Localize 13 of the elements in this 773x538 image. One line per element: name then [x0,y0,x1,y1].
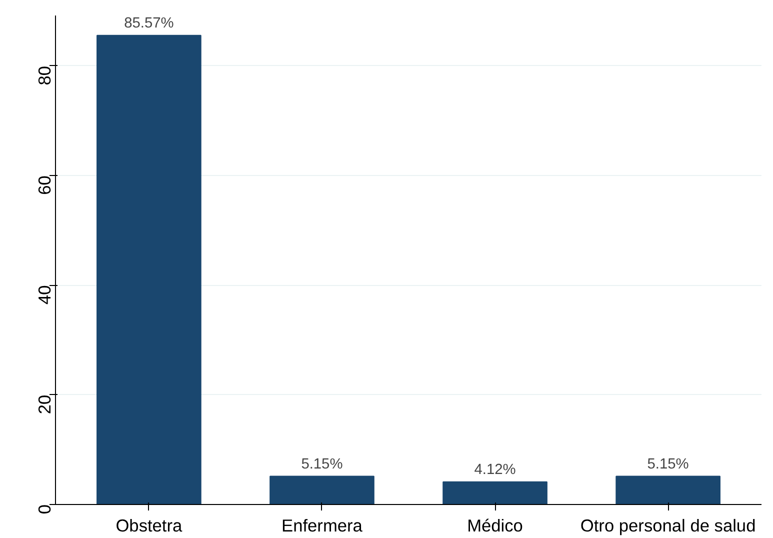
y-tick-label: 40 [34,285,54,304]
data-label: 4.12% [474,462,516,478]
y-tick-label: 20 [34,394,54,414]
x-tick-label: Obstetra [116,516,183,536]
data-label: 5.15% [647,456,689,472]
data-label: 5.15% [301,456,343,472]
x-tick-label: Médico [467,516,523,536]
y-tick-label: 0 [34,504,54,514]
x-tick-label: Enfermera [282,516,363,536]
data-label: 85.57% [124,15,174,32]
y-tick-label: 80 [34,66,54,86]
x-tick-label: Otro personal de salud [580,516,756,536]
y-tick-label: 60 [34,176,54,195]
